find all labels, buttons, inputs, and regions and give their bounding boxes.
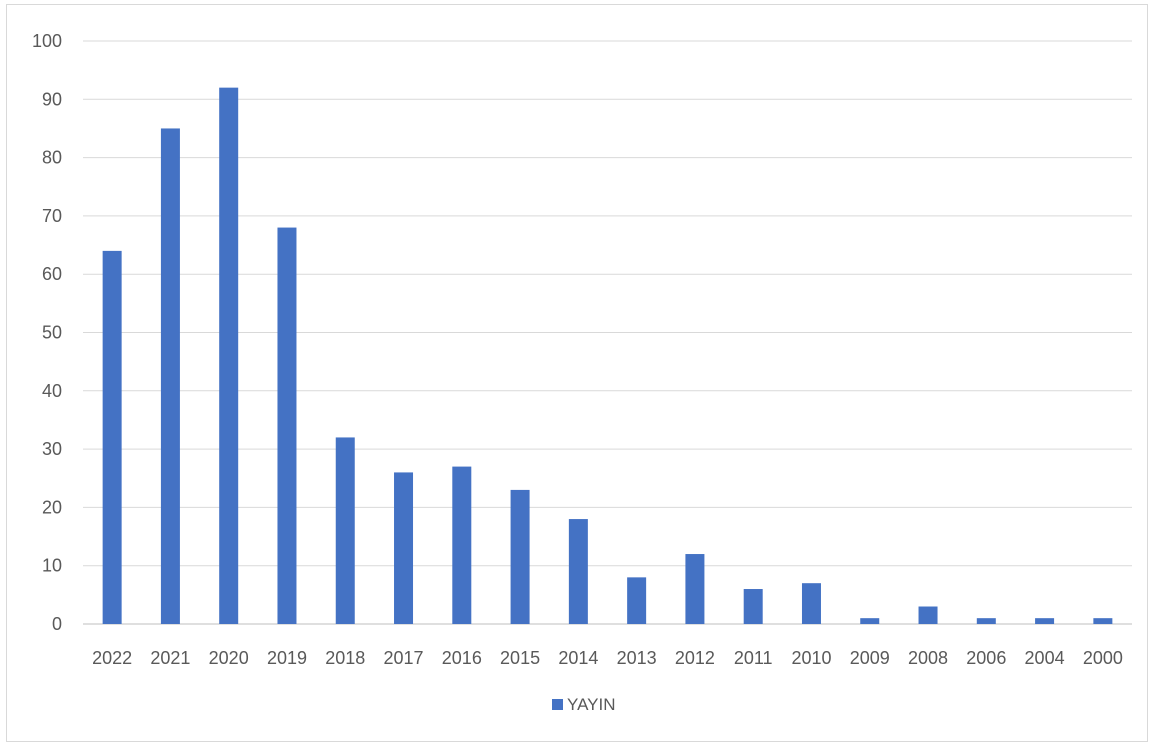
bar-2016 bbox=[452, 466, 472, 624]
bar-2000 bbox=[1093, 618, 1113, 624]
x-tick-label-2012: 2012 bbox=[675, 648, 715, 668]
bar-2009 bbox=[860, 618, 880, 624]
bar-2018 bbox=[335, 437, 355, 624]
bar-2004 bbox=[1035, 618, 1055, 624]
bar-2006 bbox=[976, 618, 996, 624]
x-tick-label-2019: 2019 bbox=[267, 648, 307, 668]
x-tick-label-2004: 2004 bbox=[1025, 648, 1065, 668]
y-axis-ticks: 0 10 20 30 40 50 60 70 80 90 100 bbox=[32, 31, 62, 634]
bars bbox=[102, 87, 1113, 624]
legend-swatch-yayin bbox=[552, 699, 563, 710]
bar-2019 bbox=[277, 227, 297, 624]
y-tick-label: 90 bbox=[42, 89, 62, 109]
bar-2008 bbox=[918, 606, 938, 624]
y-tick-label: 20 bbox=[42, 497, 62, 517]
x-tick-label-2015: 2015 bbox=[500, 648, 540, 668]
legend-label-yayin: YAYIN bbox=[567, 695, 616, 714]
x-tick-label-2018: 2018 bbox=[325, 648, 365, 668]
x-tick-label-2022: 2022 bbox=[92, 648, 132, 668]
y-tick-label: 100 bbox=[32, 31, 62, 51]
bar-2011 bbox=[743, 589, 763, 624]
x-tick-label-2010: 2010 bbox=[791, 648, 831, 668]
bar-2017 bbox=[394, 472, 414, 624]
y-tick-label: 10 bbox=[42, 556, 62, 576]
x-tick-label-2008: 2008 bbox=[908, 648, 948, 668]
y-tick-label: 80 bbox=[42, 148, 62, 168]
x-tick-label-2011: 2011 bbox=[734, 648, 773, 668]
x-tick-label-2013: 2013 bbox=[617, 648, 657, 668]
bar-2022 bbox=[102, 250, 122, 624]
x-tick-label-2016: 2016 bbox=[442, 648, 482, 668]
y-tick-label: 70 bbox=[42, 206, 62, 226]
bar-2015 bbox=[510, 489, 530, 624]
bar-2014 bbox=[568, 519, 588, 624]
y-tick-label: 50 bbox=[42, 323, 62, 343]
bar-2012 bbox=[685, 554, 705, 624]
y-tick-label: 60 bbox=[42, 264, 62, 284]
x-tick-label-2006: 2006 bbox=[966, 648, 1006, 668]
bar-2020 bbox=[219, 87, 239, 624]
y-tick-label: 0 bbox=[52, 614, 62, 634]
x-tick-label-2000: 2000 bbox=[1083, 648, 1123, 668]
legend: YAYIN bbox=[552, 695, 616, 714]
x-tick-label-2014: 2014 bbox=[558, 648, 598, 668]
x-tick-label-2020: 2020 bbox=[209, 648, 249, 668]
y-tick-label: 40 bbox=[42, 381, 62, 401]
x-axis-ticks: 2022 2021 2020 2019 2018 2017 2016 2015 2014 2013… bbox=[92, 648, 1123, 668]
x-tick-label-2009: 2009 bbox=[850, 648, 890, 668]
bar-2021 bbox=[160, 128, 180, 624]
bar-2013 bbox=[627, 577, 647, 624]
x-tick-label-2017: 2017 bbox=[384, 648, 424, 668]
bar-2010 bbox=[801, 583, 821, 624]
y-tick-label: 30 bbox=[42, 439, 62, 459]
gridlines bbox=[83, 40, 1132, 625]
x-tick-label-2021: 2021 bbox=[150, 648, 190, 668]
